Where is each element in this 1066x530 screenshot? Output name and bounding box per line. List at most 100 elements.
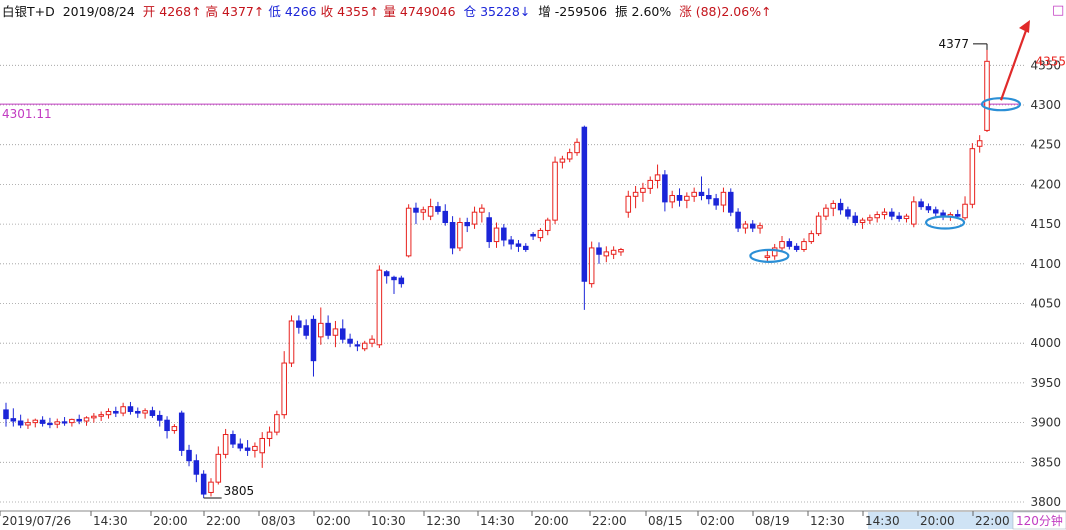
candle-down xyxy=(156,410,163,427)
candle-body xyxy=(127,406,134,412)
candle-body xyxy=(515,243,522,247)
candle-down xyxy=(925,203,932,213)
low-annotation: 3805 xyxy=(224,484,255,498)
square-icon[interactable]: □ xyxy=(1052,3,1064,18)
last-price-tag: 4355 xyxy=(1035,54,1066,68)
candle-up xyxy=(669,190,675,209)
candle-up xyxy=(720,187,727,213)
candle-body xyxy=(237,443,244,449)
candle-down xyxy=(918,198,924,210)
candle-down xyxy=(698,176,705,201)
candle-body xyxy=(654,174,661,181)
candle-body xyxy=(178,412,185,451)
candle-body xyxy=(47,422,53,426)
candle-up xyxy=(574,138,580,156)
period-label[interactable]: 120分钟 xyxy=(1016,513,1063,528)
candle-down xyxy=(749,220,756,233)
chart-header: 白银T+D 2019/08/24 开 4268↑ 高 4377↑ 低 4266 … xyxy=(2,4,772,19)
candle-up xyxy=(120,402,126,417)
candle-body xyxy=(486,217,492,243)
y-tick-label: 4000 xyxy=(1030,336,1061,350)
candle-up xyxy=(252,442,258,458)
candle-down xyxy=(178,410,185,456)
candle-up xyxy=(808,230,815,244)
candle-up xyxy=(691,187,697,202)
candle-up xyxy=(98,411,104,422)
candle-down xyxy=(793,243,800,252)
candle-body xyxy=(837,202,844,211)
candle-body xyxy=(640,187,646,193)
candle-up xyxy=(457,217,463,252)
x-tick-label: 22:00 xyxy=(206,514,241,528)
high-annotation: 4377 xyxy=(938,37,969,51)
candle-up xyxy=(654,164,661,189)
candle-body xyxy=(676,195,683,201)
candle-down xyxy=(515,239,522,252)
candle-body xyxy=(632,191,639,197)
candle-body xyxy=(208,481,214,493)
candle-down xyxy=(837,198,844,215)
candle-body xyxy=(449,222,456,249)
candle-body xyxy=(259,437,266,454)
candle-down xyxy=(113,406,119,418)
candle-body xyxy=(457,222,463,249)
candle-down xyxy=(244,440,251,456)
circle-marker-icon xyxy=(749,248,790,263)
candle-body xyxy=(976,140,983,147)
change-label: 涨 xyxy=(679,4,692,19)
candle-up xyxy=(625,190,632,218)
circle-marker-icon xyxy=(924,215,966,230)
candle-body xyxy=(932,209,939,214)
candle-up xyxy=(962,196,968,221)
candle-body xyxy=(281,362,287,416)
candle-body xyxy=(105,410,112,416)
y-tick-label: 4300 xyxy=(1030,98,1061,112)
candle-body xyxy=(574,141,580,154)
candle-down xyxy=(149,406,156,418)
candle-body xyxy=(706,195,712,200)
period-selector[interactable] xyxy=(1012,511,1066,530)
x-tick-label: 22:00 xyxy=(975,514,1010,528)
candle-up xyxy=(830,200,837,217)
arrow-head xyxy=(1019,20,1030,33)
candle-up xyxy=(874,211,880,223)
candle-body xyxy=(61,421,68,424)
high-value: 4377↑ xyxy=(222,4,264,19)
candle-up xyxy=(208,478,214,497)
candle-body xyxy=(54,421,61,425)
candle-down xyxy=(164,416,170,439)
candle-body xyxy=(625,195,632,213)
candle-down xyxy=(383,270,390,284)
candle-body xyxy=(149,410,156,416)
instrument-name: 白银T+D xyxy=(2,4,55,19)
candle-body xyxy=(749,223,756,229)
candle-down xyxy=(501,224,507,247)
candle-body xyxy=(288,320,295,364)
y-tick-label: 3900 xyxy=(1030,416,1061,430)
candle-down xyxy=(230,430,236,449)
candle-body xyxy=(779,241,785,249)
candle-body xyxy=(874,214,880,219)
candle-body xyxy=(903,215,910,220)
change-value: (88)2.06%↑ xyxy=(696,4,772,19)
candle-up xyxy=(69,418,75,427)
candle-body xyxy=(859,219,866,224)
x-tick-label: 02:00 xyxy=(700,514,735,528)
candle-down xyxy=(200,470,207,499)
candle-up xyxy=(274,410,280,436)
candle-up xyxy=(984,43,990,132)
candle-down xyxy=(449,216,456,255)
reference-line-label: 4301.11 xyxy=(2,107,52,121)
candle-up xyxy=(976,135,983,153)
candle-down xyxy=(354,340,361,352)
candle-body xyxy=(566,152,573,160)
low-label: 低 xyxy=(268,4,281,19)
candle-body xyxy=(83,417,90,422)
candle-up xyxy=(742,220,749,234)
candle-body xyxy=(588,247,595,285)
reference-line-layer: 4301.11 xyxy=(0,103,1020,121)
candle-body xyxy=(310,318,317,362)
candle-body xyxy=(662,174,668,203)
